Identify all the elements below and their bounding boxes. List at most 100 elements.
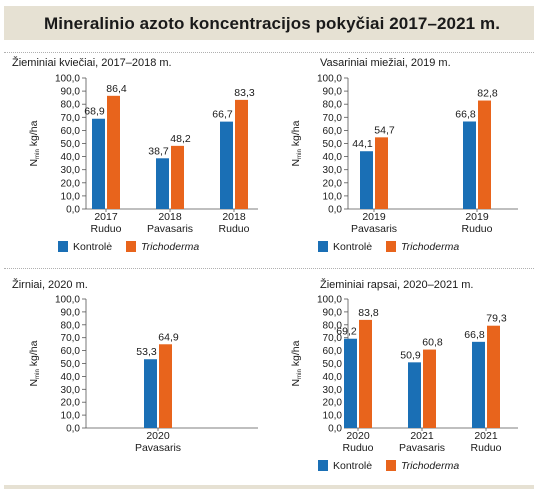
chart-panel-1: Žieminiai kviečiai, 2017–2018 m. 100,0 90,… bbox=[12, 56, 258, 253]
bottom-strip bbox=[4, 485, 534, 489]
y-axis-title: Nmin kg/ha bbox=[28, 340, 41, 386]
x-tick-label-year: 2019 bbox=[465, 211, 489, 223]
y-tick-label: 70,0 bbox=[323, 113, 343, 124]
y-tick-label: 10,0 bbox=[61, 411, 81, 422]
chart-title: Žirniai, 2020 m. bbox=[12, 278, 88, 291]
legend-label-kontrole: Kontrolė bbox=[333, 460, 372, 472]
bar-kontrolė bbox=[472, 341, 485, 428]
y-tick-label: 40,0 bbox=[61, 372, 81, 383]
bar-value-label: 54,7 bbox=[374, 124, 395, 136]
x-tick-label-season: Ruduo bbox=[343, 442, 374, 454]
y-tick-label: 90,0 bbox=[323, 307, 343, 318]
y-tick-label: 20,0 bbox=[61, 178, 81, 189]
chart-panel-4: Žieminiai rapsai, 2020–2021 m. 100,090,0 8… bbox=[290, 278, 518, 472]
y-axis-title-main: N bbox=[28, 159, 40, 167]
legend-swatch-trichoderma bbox=[386, 241, 396, 252]
y-tick-label: 0,0 bbox=[66, 424, 80, 435]
y-tick-label: 50,0 bbox=[323, 139, 343, 150]
y-axis-title-unit: kg/ha bbox=[28, 340, 40, 369]
y-tick-label: 100,0 bbox=[317, 295, 342, 306]
legend-label-kontrole: Kontrolė bbox=[73, 241, 112, 253]
bar-value-label: 66,7 bbox=[212, 109, 233, 121]
y-tick-label: 30,0 bbox=[61, 385, 81, 396]
y-tick-label: 40,0 bbox=[61, 152, 81, 163]
y-tick-label: 100,0 bbox=[317, 74, 342, 85]
y-tick-label: 0,0 bbox=[328, 205, 342, 216]
y-tick-label: 80,0 bbox=[323, 320, 343, 331]
y-tick-label: 80,0 bbox=[61, 320, 81, 331]
y-axis-title: Nmin kg/ha bbox=[290, 120, 303, 166]
chart-panel-2: Vasariniai miežiai, 2019 m. 100,0 90,0 80,0… bbox=[290, 57, 518, 253]
bar-value-label: 50,9 bbox=[400, 349, 421, 361]
bar-trichoderma bbox=[107, 95, 120, 209]
bar-value-label: 48,2 bbox=[170, 133, 191, 145]
y-axis-title-main: N bbox=[28, 379, 40, 387]
y-tick-label: 70,0 bbox=[323, 333, 343, 344]
x-tick-label-season: Ruduo bbox=[471, 442, 502, 454]
y-tick-label: 50,0 bbox=[61, 139, 81, 150]
bar-kontrolė bbox=[92, 118, 105, 209]
legend-label-kontrole: Kontrolė bbox=[333, 241, 372, 253]
y-tick-label: 40,0 bbox=[323, 152, 343, 163]
y-axis-title-main: N bbox=[290, 159, 302, 167]
bar-value-label: 53,3 bbox=[136, 346, 157, 358]
bar-value-label: 86,4 bbox=[106, 83, 127, 95]
x-tick-label-season: Pavasaris bbox=[351, 223, 397, 235]
bar-value-label: 66,8 bbox=[455, 108, 476, 120]
y-tick-label: 50,0 bbox=[323, 359, 343, 370]
bar-value-label: 44,1 bbox=[352, 138, 373, 150]
y-tick-label: 10,0 bbox=[323, 191, 343, 202]
bar-trichoderma bbox=[159, 344, 172, 428]
bar-trichoderma bbox=[478, 100, 491, 209]
bar-value-label: 69,2 bbox=[336, 326, 357, 338]
y-axis-title-sub: min bbox=[35, 369, 41, 379]
y-tick-label: 20,0 bbox=[61, 398, 81, 409]
x-tick-label-year: 2021 bbox=[474, 430, 498, 442]
chart-title: Žieminiai rapsai, 2020–2021 m. bbox=[320, 278, 473, 291]
y-axis-title-sub: min bbox=[35, 149, 41, 159]
y-tick-label: 60,0 bbox=[61, 346, 81, 357]
bar-kontrolė bbox=[220, 121, 233, 209]
x-tick-label-season: Ruduo bbox=[91, 223, 122, 235]
bar-value-label: 64,9 bbox=[158, 331, 179, 343]
y-axis-title-unit: kg/ha bbox=[28, 120, 40, 149]
x-tick-label-season: Pavasaris bbox=[135, 442, 181, 454]
x-tick-label-year: 2018 bbox=[222, 211, 246, 223]
x-tick-label-season: Pavasaris bbox=[399, 442, 445, 454]
legend-label-trichoderma: Trichoderma bbox=[141, 241, 199, 253]
y-tick-label: 0,0 bbox=[66, 205, 80, 216]
row-separator bbox=[4, 52, 534, 53]
y-tick-label: 90,0 bbox=[61, 87, 81, 98]
x-tick-label-season: Pavasaris bbox=[147, 223, 193, 235]
y-tick-label: 30,0 bbox=[323, 165, 343, 176]
y-tick-label: 40,0 bbox=[323, 372, 343, 383]
y-axis-title-unit: kg/ha bbox=[290, 120, 302, 149]
bar-value-label: 66,8 bbox=[464, 329, 485, 341]
bar-value-label: 83,8 bbox=[358, 307, 379, 319]
y-tick-label: 70,0 bbox=[61, 333, 81, 344]
legend-swatch-trichoderma bbox=[386, 460, 396, 471]
bar-value-label: 82,8 bbox=[477, 88, 498, 100]
bar-trichoderma bbox=[487, 325, 500, 428]
bar-kontrolė bbox=[156, 158, 169, 209]
bar-kontrolė bbox=[344, 338, 357, 428]
title-bar: Mineralinio azoto koncentracijos pokyčia… bbox=[4, 6, 534, 40]
bar-value-label: 38,7 bbox=[148, 145, 169, 157]
y-tick-label: 0,0 bbox=[328, 424, 342, 435]
legend-swatch-trichoderma bbox=[126, 241, 136, 252]
y-tick-label: 30,0 bbox=[323, 385, 343, 396]
page-title: Mineralinio azoto koncentracijos pokyčia… bbox=[44, 14, 501, 33]
y-axis-title: Nmin kg/ha bbox=[28, 120, 41, 166]
bar-value-label: 68,9 bbox=[84, 106, 105, 118]
bar-trichoderma bbox=[171, 145, 184, 209]
y-tick-label: 60,0 bbox=[323, 346, 343, 357]
bar-value-label: 79,3 bbox=[486, 313, 507, 325]
bar-value-label: 83,3 bbox=[234, 87, 255, 99]
y-tick-label: 60,0 bbox=[323, 126, 343, 137]
y-tick-label: 50,0 bbox=[61, 359, 81, 370]
bar-trichoderma bbox=[235, 99, 248, 209]
y-tick-label: 10,0 bbox=[61, 191, 81, 202]
y-axis-title: Nmin kg/ha bbox=[290, 340, 303, 386]
legend-swatch-kontrole bbox=[58, 241, 68, 252]
